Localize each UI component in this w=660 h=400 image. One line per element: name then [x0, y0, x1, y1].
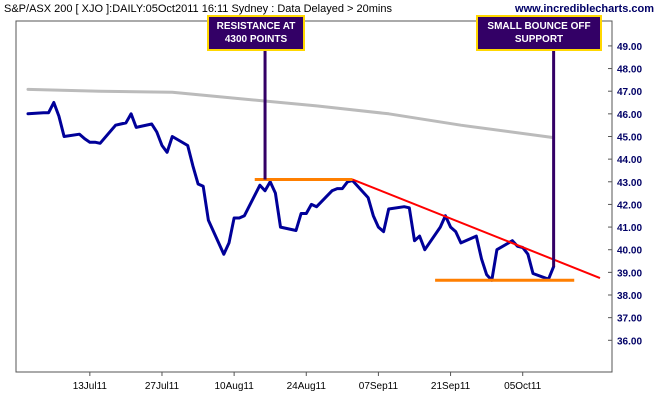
- x-tick-label: 21Sep11: [431, 381, 471, 392]
- x-tick-label: 24Aug11: [287, 381, 327, 392]
- annotations: RESISTANCE AT 4300 POINTS SMALL BOUNCE OFF…: [207, 15, 602, 267]
- plot-area: [26, 87, 601, 282]
- y-tick-label: 46.00: [617, 110, 642, 121]
- y-tick-label: 47.00: [617, 87, 642, 98]
- y-tick-label: 40.00: [617, 246, 642, 257]
- y-tick-label: 43.00: [617, 178, 642, 189]
- downtrend-line: [352, 178, 601, 279]
- x-tick-label: 05Oct11: [504, 381, 541, 392]
- moving-average-line: [26, 87, 556, 140]
- price-line: [26, 101, 556, 282]
- site-url[interactable]: www.incrediblecharts.com: [514, 3, 654, 15]
- y-tick-label: 37.00: [617, 314, 642, 325]
- annotation-text: SUPPORT: [515, 34, 563, 45]
- annotation-text: SMALL BOUNCE OFF: [487, 21, 590, 32]
- y-tick-label: 41.00: [617, 223, 642, 234]
- annotation-box: [476, 15, 602, 51]
- x-tick-label: 27Jul11: [145, 381, 180, 392]
- y-tick-label: 49.00: [617, 42, 642, 53]
- y-tick-label: 45.00: [617, 132, 642, 143]
- annotation-text: 4300 POINTS: [225, 34, 288, 45]
- x-axis: 13Jul11 27Jul11 10Aug11 24Aug11 07Sep11 21Sep…: [73, 372, 542, 392]
- y-tick-label: 38.00: [617, 291, 642, 302]
- y-tick-label: 39.00: [617, 268, 642, 279]
- annotation-box: [207, 15, 305, 51]
- x-tick-label: 13Jul11: [73, 381, 108, 392]
- x-tick-label: 10Aug11: [214, 381, 254, 392]
- chart-title: S&P/ASX 200 [ XJO ]:DAILY:05Oct2011 16:1…: [4, 3, 392, 15]
- y-axis: 36.00 37.00 38.00 39.00 40.00 41.00 42.00 43.00…: [608, 42, 642, 347]
- y-tick-label: 44.00: [617, 155, 642, 166]
- y-tick-label: 48.00: [617, 65, 642, 76]
- y-tick-label: 42.00: [617, 200, 642, 211]
- plot-frame: [15, 20, 613, 373]
- annotation-text: RESISTANCE AT: [217, 21, 296, 32]
- x-tick-label: 07Sep11: [359, 381, 399, 392]
- y-tick-label: 36.00: [617, 336, 642, 347]
